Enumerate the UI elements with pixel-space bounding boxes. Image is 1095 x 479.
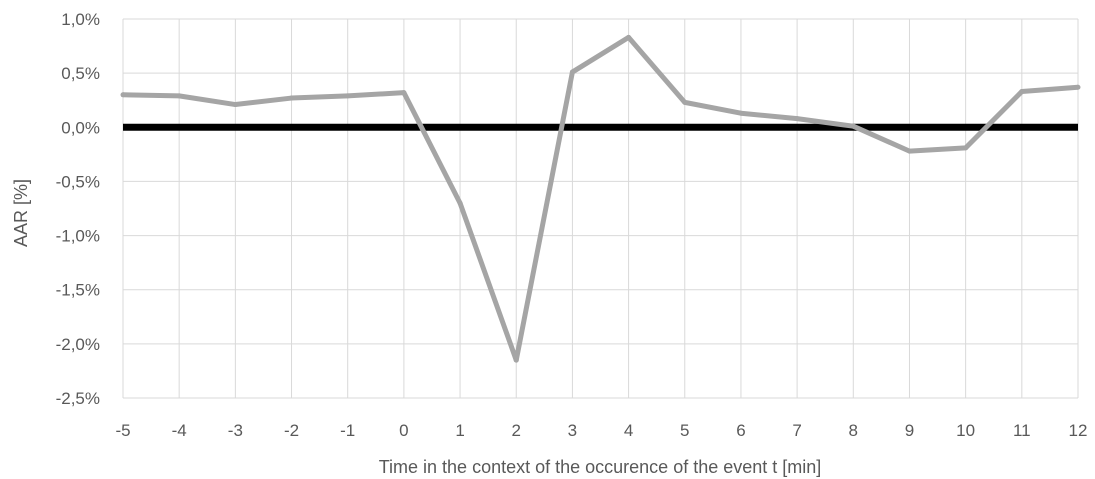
x-tick-label: 2 [512,421,521,440]
y-tick-label: -2,0% [56,335,100,354]
x-tick-label: 11 [1013,421,1031,440]
x-tick-label: 6 [736,421,745,440]
y-axis-label: AAR [%] [11,179,31,247]
series-group [120,34,1081,363]
x-tick-label: 3 [568,421,577,440]
data-point [850,123,856,129]
data-point [1019,89,1025,95]
data-point [906,148,912,154]
data-point [457,200,463,206]
data-point [401,90,407,96]
y-tick-label: -1,5% [56,281,100,300]
x-tick-label: 8 [849,421,858,440]
x-tick-label: 9 [905,421,914,440]
x-tick-label: 0 [399,421,408,440]
x-tick-label: -1 [340,421,355,440]
y-tick-labels: 1,0% 0,5% 0,0% -0,5% -1,0% -1,5% -2,0% -2,5% [56,10,100,408]
data-point [289,95,295,101]
x-tick-label: 1 [455,421,464,440]
series-line [122,34,1079,363]
data-point [176,93,182,99]
x-tick-label: 5 [680,421,689,440]
x-tick-label: 10 [956,421,975,440]
data-point [626,34,632,40]
x-tick-label: -2 [284,421,299,440]
data-point [682,99,688,105]
data-point [232,102,238,108]
gridlines [122,18,1079,399]
data-point [963,145,969,151]
data-point [569,69,575,75]
x-tick-labels: -5 -4 -3 -2 -1 0 1 2 3 4 5 6 7 8 9 10 11 12 [115,421,1087,440]
data-point [794,116,800,122]
x-tick-label: 4 [624,421,633,440]
y-tick-label: 0,5% [61,64,100,83]
y-tick-label: -1,0% [56,227,100,246]
x-tick-label: -5 [115,421,130,440]
data-point [1075,84,1081,90]
data-point [513,357,519,363]
y-tick-label: 1,0% [61,10,100,29]
data-point [345,93,351,99]
y-tick-label: -2,5% [56,389,100,408]
x-tick-label: -4 [172,421,187,440]
x-tick-label: 7 [792,421,801,440]
y-tick-label: -0,5% [56,172,100,191]
data-point [738,110,744,116]
x-tick-label: -3 [228,421,243,440]
x-axis-label: Time in the context of the occurence of … [379,457,822,477]
y-tick-label: 0,0% [61,118,100,137]
x-tick-label: 12 [1069,421,1088,440]
data-point [120,92,126,98]
